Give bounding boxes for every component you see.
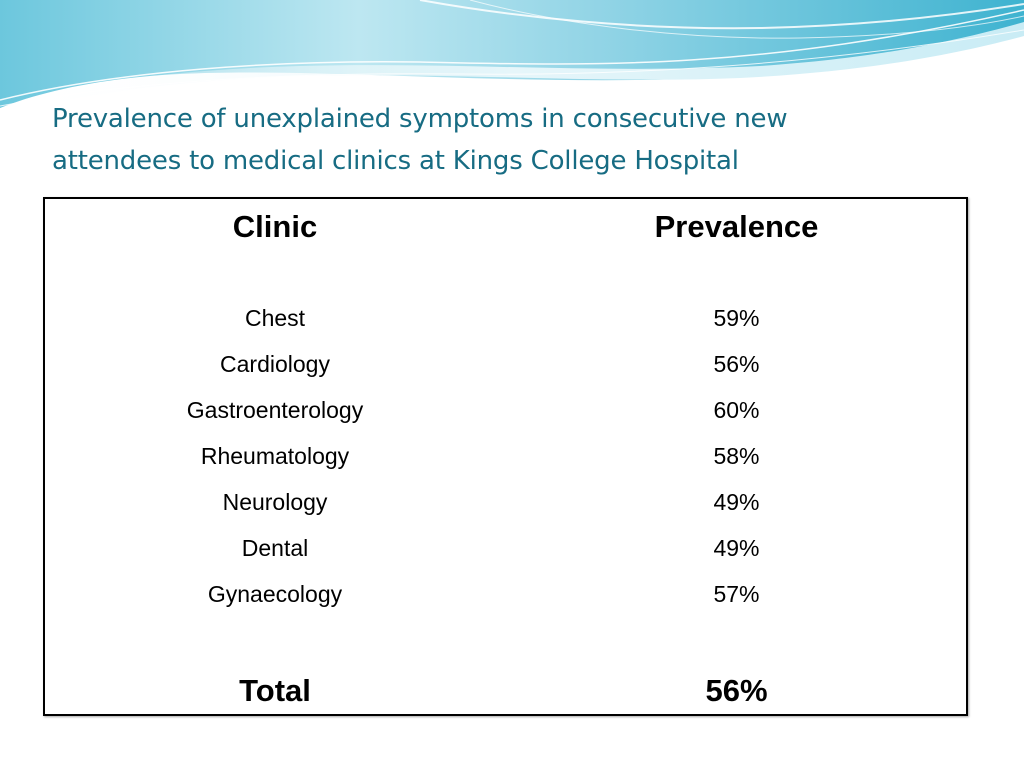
clinic-cell: Gynaecology xyxy=(207,581,343,607)
table-row: Cardiology 56% xyxy=(45,341,966,387)
table-row: Chest 59% xyxy=(45,295,966,341)
clinic-cell: Cardiology xyxy=(220,351,330,377)
header-prevalence: Prevalence xyxy=(654,209,819,244)
table-body: Chest 59% Cardiology 56% Gastroenterolog… xyxy=(45,295,966,617)
table-row: Neurology 49% xyxy=(45,479,966,525)
clinic-cell: Gastroenterology xyxy=(186,397,364,423)
table-row: Dental 49% xyxy=(45,525,966,571)
prevalence-cell: 49% xyxy=(713,489,760,515)
prevalence-cell: 49% xyxy=(713,535,760,561)
clinic-cell: Chest xyxy=(244,305,306,331)
prevalence-cell: 60% xyxy=(713,397,760,423)
table-row: Gynaecology 57% xyxy=(45,571,966,617)
clinic-cell: Neurology xyxy=(222,489,328,515)
prevalence-cell: 56% xyxy=(713,351,760,377)
table-header-row: Clinic Prevalence xyxy=(45,205,966,249)
clinic-cell: Rheumatology xyxy=(200,443,350,469)
slide-title-line-2: attendees to medical clinics at Kings Co… xyxy=(52,146,739,176)
slide-title-line-1: Prevalence of unexplained symptoms in co… xyxy=(52,104,788,134)
header-clinic: Clinic xyxy=(232,209,318,244)
prevalence-cell: 59% xyxy=(713,305,760,331)
total-value: 56% xyxy=(705,673,768,708)
prevalence-cell: 57% xyxy=(713,581,760,607)
wave-banner-decoration xyxy=(0,0,1024,116)
prevalence-cell: 58% xyxy=(713,443,760,469)
slide-title: Prevalence of unexplained symptoms in co… xyxy=(52,98,952,182)
table-total-row: Total 56% xyxy=(45,669,966,713)
total-label: Total xyxy=(239,673,311,708)
table-row: Rheumatology 58% xyxy=(45,433,966,479)
clinic-cell: Dental xyxy=(241,535,309,561)
prevalence-table: Clinic Prevalence Chest 59% Cardiology 5… xyxy=(43,197,968,716)
table-row: Gastroenterology 60% xyxy=(45,387,966,433)
